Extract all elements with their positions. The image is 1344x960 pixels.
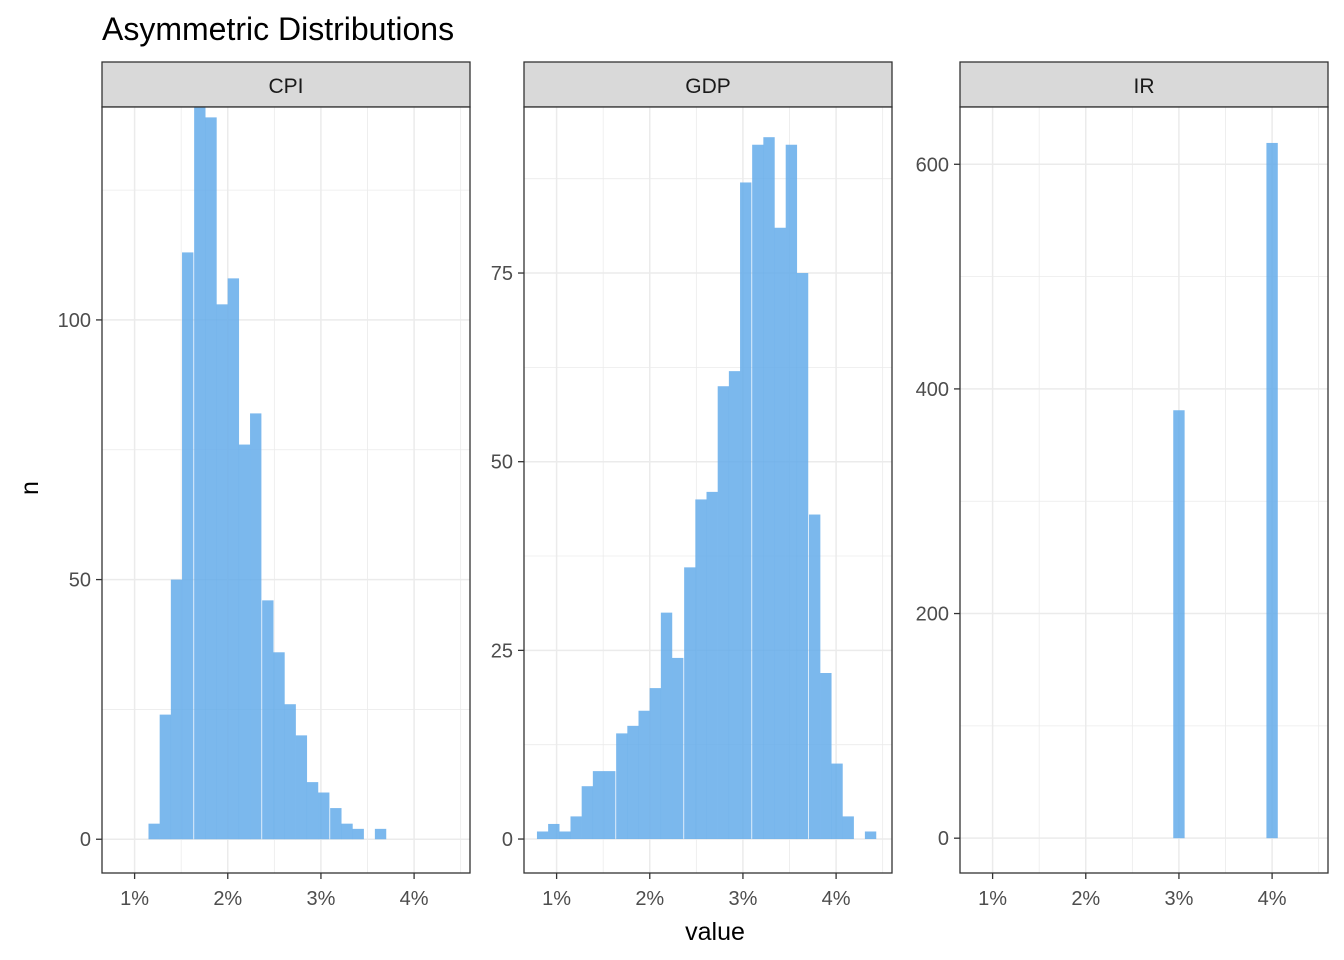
facet-ir: IR 1% 2% 3% 4% 0 200 400 600 — [916, 61, 1329, 910]
histogram-bar — [341, 823, 353, 840]
histogram-bar — [740, 182, 752, 840]
facet-strip-label: GDP — [685, 75, 731, 98]
histogram-bar — [684, 567, 696, 840]
facet-cpi: CPI 1% 2% 3% 4% 0 50 100 — [58, 61, 471, 910]
histogram-bar — [318, 792, 330, 840]
histogram-bar — [581, 786, 594, 840]
panel-border — [523, 106, 893, 874]
x-tick-label: 1% — [542, 888, 571, 910]
x-axis-title: value — [685, 918, 745, 946]
histogram-bar — [284, 704, 296, 840]
y-axis-title: n — [16, 481, 44, 495]
histogram-bar — [227, 278, 240, 840]
histogram-bar — [1266, 142, 1278, 839]
chart-title: Asymmetric Distributions — [102, 11, 454, 47]
facet-strip-label: CPI — [268, 75, 303, 98]
x-tick-label: 2% — [213, 888, 242, 910]
histogram-bar — [182, 252, 194, 840]
histogram-bar — [559, 831, 571, 840]
y-tick-label: 100 — [58, 310, 91, 332]
histogram-bar — [548, 823, 560, 840]
histogram-bar — [660, 612, 673, 840]
histogram-bar — [785, 144, 798, 840]
histogram-bar — [728, 371, 741, 840]
histogram-bar — [604, 771, 616, 840]
histogram-bar — [763, 137, 775, 840]
histogram-bar — [273, 652, 285, 840]
x-tick-label: 3% — [306, 888, 335, 910]
histogram-bar — [295, 735, 308, 840]
histogram-bar — [306, 782, 319, 840]
x-tick-label: 4% — [822, 888, 851, 910]
facet-panels: CPI 1% 2% 3% 4% 0 50 100 GDP 1% 2% 3% 4% 0 25 50 75 IR 1% 2… — [58, 61, 1329, 910]
histogram-bar — [717, 386, 730, 840]
histogram-bar — [374, 828, 387, 840]
facet-gdp: GDP 1% 2% 3% 4% 0 25 50 75 — [491, 61, 893, 910]
y-tick-label: 0 — [502, 829, 513, 851]
histogram-bar — [352, 828, 364, 840]
y-tick-label: 600 — [916, 154, 949, 176]
histogram-bar — [616, 733, 628, 840]
x-tick-label: 1% — [978, 888, 1007, 910]
histogram-bar — [170, 579, 183, 840]
histogram-bar — [216, 304, 228, 840]
histogram-bar — [262, 600, 274, 840]
histogram-bar — [649, 688, 662, 840]
histogram-bar — [695, 499, 707, 840]
histogram-bar — [238, 444, 251, 840]
histogram-bar — [250, 413, 262, 840]
x-tick-label: 4% — [400, 888, 429, 910]
histogram-bar — [864, 831, 877, 840]
facet-strip — [959, 61, 1329, 108]
histogram-bar — [536, 831, 549, 840]
histogram-bar — [1173, 410, 1185, 839]
y-tick-label: 75 — [491, 263, 513, 285]
histogram-bar — [159, 714, 172, 840]
panel-border — [101, 106, 471, 874]
histogram-bar — [672, 657, 684, 840]
histogram-bar — [831, 763, 843, 840]
facet-strip-label: IR — [1134, 75, 1155, 98]
x-tick-label: 3% — [1164, 888, 1193, 910]
y-tick-label: 50 — [69, 570, 91, 592]
histogram-bar — [592, 771, 605, 840]
y-tick-label: 0 — [938, 828, 949, 850]
histogram-bar — [627, 725, 639, 840]
histogram-bar — [752, 144, 764, 840]
x-tick-label: 4% — [1258, 888, 1287, 910]
histogram-bar — [842, 816, 854, 840]
histogram-bar — [330, 808, 342, 840]
facet-strip — [101, 61, 471, 108]
histogram-bar — [808, 514, 821, 840]
x-tick-label: 2% — [635, 888, 664, 910]
y-tick-label: 50 — [491, 452, 513, 474]
histogram-bar — [570, 816, 582, 840]
y-tick-label: 400 — [916, 379, 949, 401]
x-tick-label: 3% — [728, 888, 757, 910]
x-tick-label: 1% — [120, 888, 149, 910]
histogram-bar — [194, 107, 206, 840]
x-tick-label: 2% — [1071, 888, 1100, 910]
panel-border — [959, 106, 1329, 874]
histogram-bar — [774, 227, 786, 840]
histogram-bar — [205, 117, 217, 840]
y-tick-label: 25 — [491, 640, 513, 662]
y-tick-label: 0 — [80, 829, 91, 851]
facet-strip — [523, 61, 893, 108]
histogram-bar — [638, 710, 650, 840]
histogram-bar — [706, 491, 718, 840]
histogram-bar — [796, 273, 809, 840]
histogram-bar — [148, 823, 160, 840]
histogram-bar — [820, 673, 832, 840]
y-tick-label: 200 — [916, 604, 949, 626]
